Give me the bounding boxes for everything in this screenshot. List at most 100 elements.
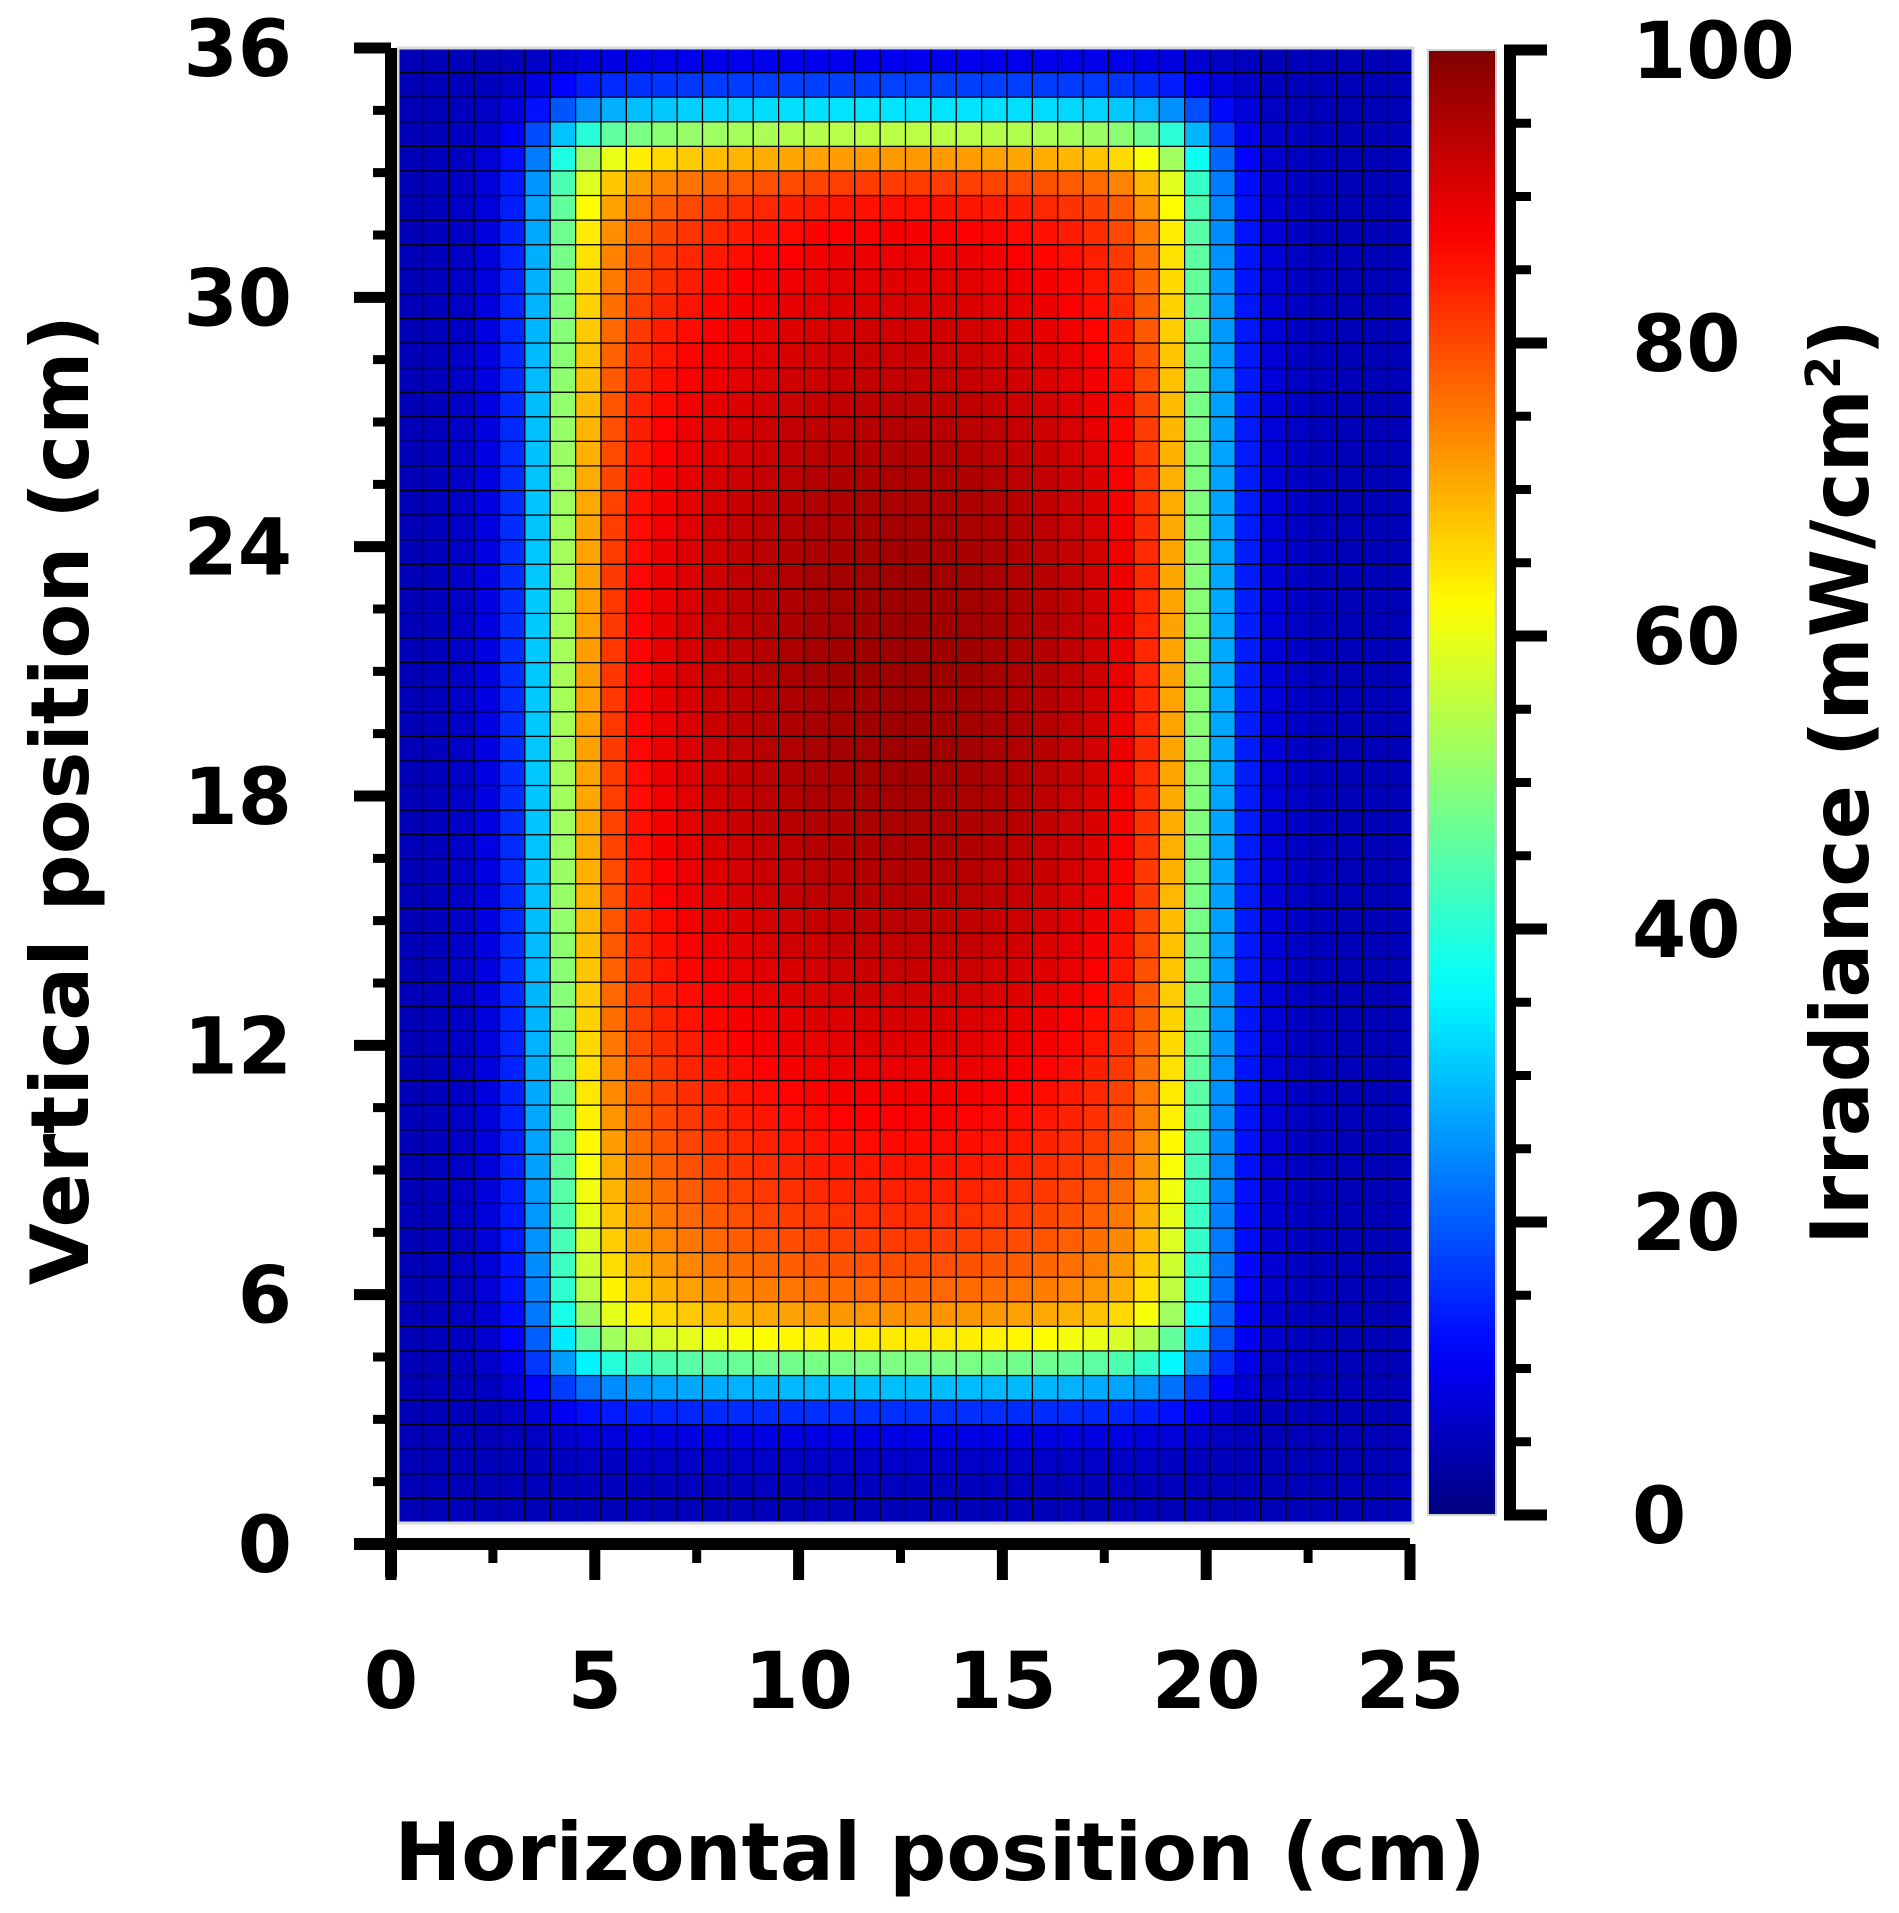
heatmap-cell [651, 588, 678, 615]
heatmap-cell [1209, 342, 1236, 369]
heatmap-cell [854, 612, 881, 639]
heatmap-cell [1234, 244, 1262, 270]
heatmap-cell [1285, 1227, 1313, 1254]
heatmap-cell [1285, 1374, 1313, 1401]
heatmap-cell [778, 244, 805, 270]
heatmap-cell [397, 1079, 424, 1106]
heatmap-cell [1387, 1153, 1414, 1180]
heatmap-cell [397, 760, 424, 787]
heatmap-cell [1285, 1473, 1313, 1500]
heatmap-cell [1006, 121, 1033, 147]
heatmap-cell [904, 1006, 932, 1032]
heatmap-cell [625, 1153, 653, 1180]
heatmap-cell [1006, 1178, 1033, 1205]
heatmap-cell [1336, 47, 1363, 74]
heatmap-cell [1285, 1153, 1313, 1180]
heatmap-cell [778, 121, 805, 147]
heatmap-cell [1057, 1153, 1084, 1180]
heatmap-cell [549, 858, 577, 885]
heatmap-cell [778, 637, 805, 664]
heatmap-cell [752, 834, 780, 860]
heatmap-cell [1234, 1079, 1262, 1106]
heatmap-cell [1336, 1350, 1363, 1377]
heatmap-cell [473, 1473, 501, 1500]
heatmap-cell [676, 1473, 704, 1500]
heatmap-cell [1158, 1006, 1186, 1032]
heatmap-cell [1361, 96, 1389, 123]
heatmap-cell [981, 219, 1008, 246]
heatmap-cell [1133, 1227, 1160, 1254]
heatmap-cell [1260, 194, 1287, 221]
heatmap-cell [1234, 489, 1262, 516]
heatmap-cell [1184, 539, 1211, 565]
heatmap-cell [1031, 1227, 1059, 1254]
heatmap-cell [981, 416, 1008, 442]
heatmap-cell [752, 784, 780, 811]
heatmap-cell [1031, 1178, 1059, 1205]
heatmap-cell [1133, 858, 1160, 885]
heatmap-cell [955, 465, 983, 492]
heatmap-cell [625, 539, 653, 565]
heatmap-cell [448, 637, 475, 664]
heatmap-cell [752, 1350, 780, 1377]
heatmap-cell [1133, 1325, 1160, 1352]
heatmap-cell [1158, 1055, 1186, 1082]
heatmap-cell [904, 1448, 932, 1475]
heatmap-cell [727, 71, 754, 98]
heatmap-cell [498, 1030, 526, 1057]
heatmap-cell [625, 932, 653, 959]
heatmap-cell [1260, 809, 1287, 836]
heatmap-cell [930, 809, 957, 836]
heatmap-cell [1285, 1424, 1313, 1450]
heatmap-cell [1031, 711, 1059, 737]
x-tick-labels: 0 5 10 15 20 25 [364, 1637, 1464, 1727]
heatmap-cell [524, 71, 551, 98]
heatmap-cell [1209, 145, 1236, 172]
heatmap-cell [549, 71, 577, 98]
heatmap-cell [955, 391, 983, 418]
heatmap-cell [473, 1374, 501, 1401]
heatmap-cell [1031, 858, 1059, 885]
heatmap-cell [575, 440, 602, 467]
heatmap-cell [1158, 121, 1186, 147]
heatmap-cell [1133, 981, 1160, 1008]
heatmap-cell [727, 514, 754, 541]
heatmap-cell [575, 244, 602, 270]
heatmap-cell [727, 907, 754, 934]
heatmap-cell [1057, 1202, 1084, 1229]
heatmap-cell [1260, 1006, 1287, 1032]
heatmap-cell [1082, 121, 1110, 147]
heatmap-cell [854, 1104, 881, 1131]
heatmap-cell [752, 637, 780, 664]
heatmap-cell [1184, 1424, 1211, 1450]
heatmap-cell [879, 514, 907, 541]
heatmap-cell [904, 391, 932, 418]
heatmap-cell [854, 1030, 881, 1057]
heatmap-cell [955, 170, 983, 197]
heatmap-cell [727, 784, 754, 811]
heatmap-cell [854, 514, 881, 541]
heatmap-cell [904, 170, 932, 197]
heatmap-cell [981, 1374, 1008, 1401]
heatmap-cell [1031, 956, 1059, 983]
heatmap-cell [498, 563, 526, 590]
heatmap-cell [1310, 268, 1338, 295]
colorbar-title-text: Irradiance (mW/cm [1794, 389, 1887, 1245]
heatmap-cell [904, 514, 932, 541]
heatmap-cell [879, 1374, 907, 1401]
heatmap-cell [955, 858, 983, 885]
heatmap-cell [498, 1473, 526, 1500]
heatmap-cell [1057, 956, 1084, 983]
heatmap-cell [955, 121, 983, 147]
heatmap-cell [701, 981, 729, 1008]
heatmap-cell [727, 1497, 754, 1524]
heatmap-cell [955, 1276, 983, 1303]
heatmap-cell [498, 1424, 526, 1450]
heatmap-cell [930, 907, 957, 934]
heatmap-cell [1209, 1006, 1236, 1032]
heatmap-cell [651, 366, 678, 393]
heatmap-cell [1336, 342, 1363, 369]
heatmap-cell [701, 956, 729, 983]
heatmap-cell [879, 588, 907, 615]
